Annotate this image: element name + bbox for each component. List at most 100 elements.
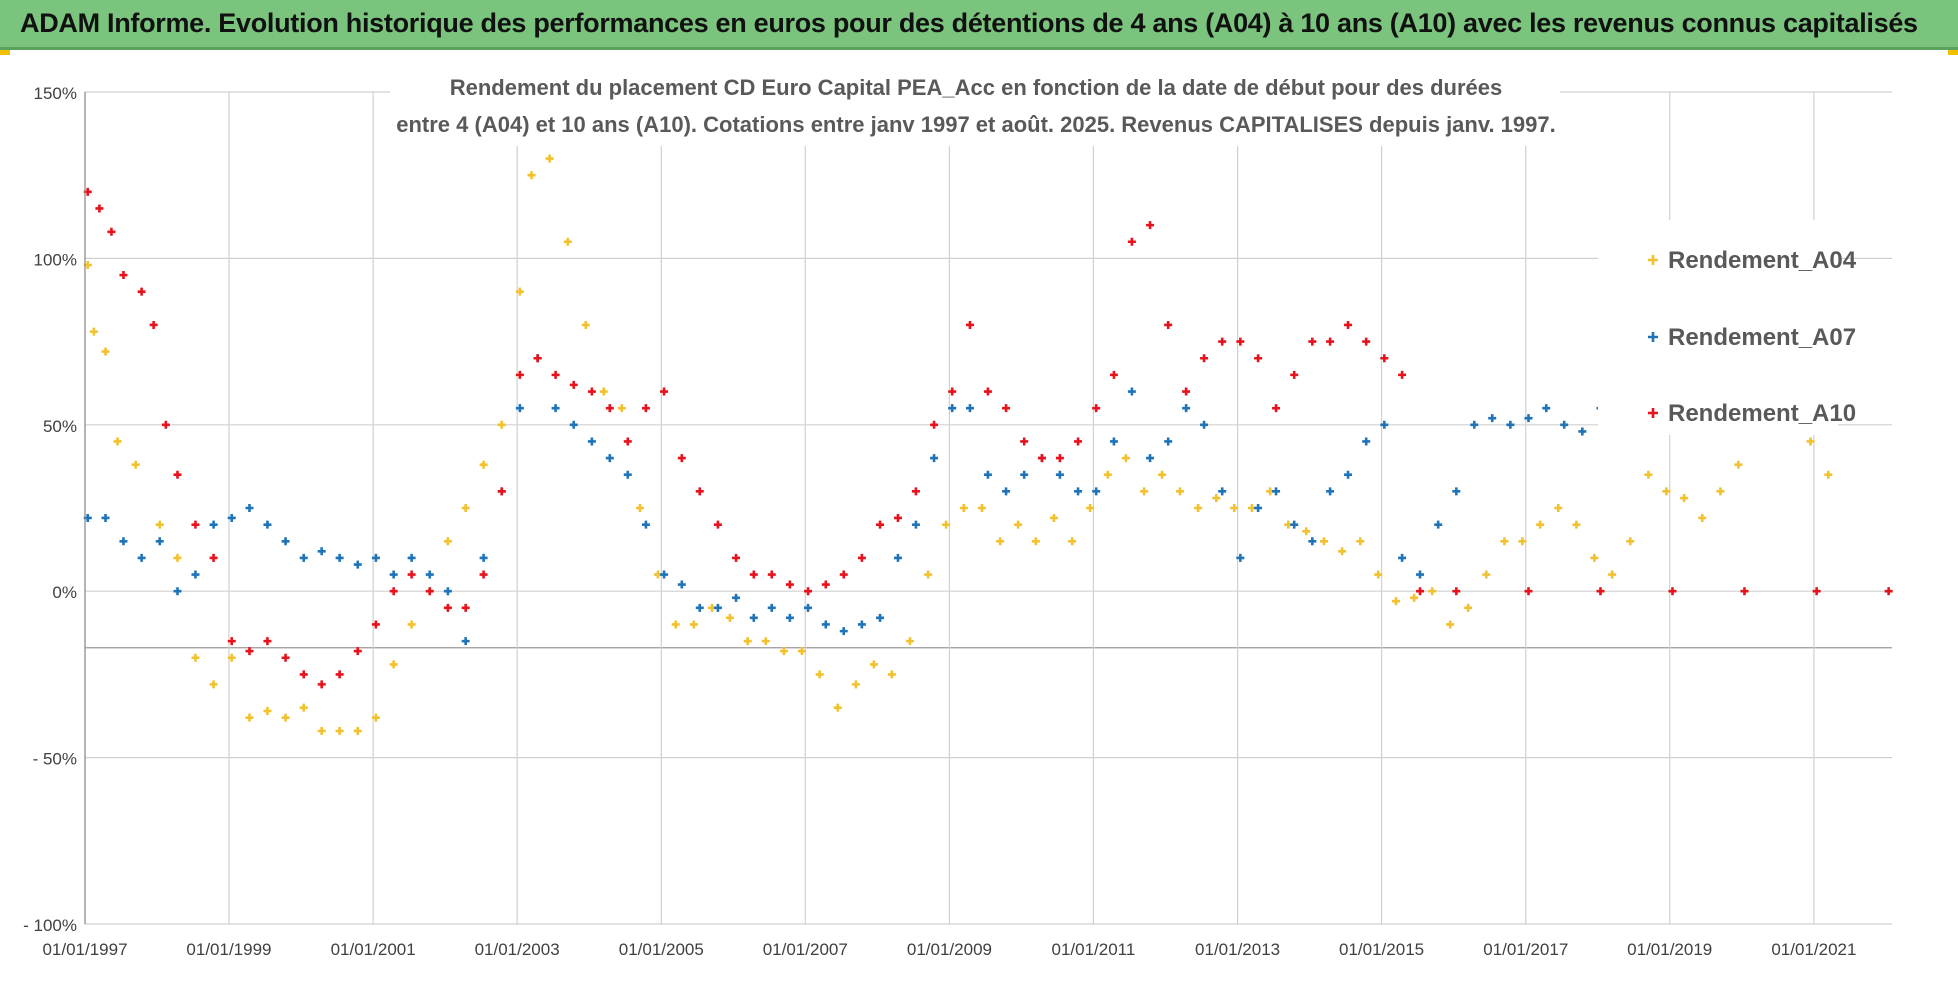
data-point [893, 553, 902, 562]
data-point [299, 553, 308, 562]
data-point [599, 387, 608, 396]
data-point [911, 487, 920, 496]
data-point [1020, 470, 1029, 479]
data-point [281, 537, 290, 546]
x-tick-label: 01/01/2011 [1052, 940, 1136, 959]
data-point [749, 570, 758, 579]
corner-marker-right [1948, 50, 1958, 55]
data-point [479, 553, 488, 562]
y-tick-label: 50% [43, 417, 77, 436]
y-tick-label: - 50% [33, 750, 77, 769]
data-point [1506, 420, 1515, 429]
data-point [767, 603, 776, 612]
data-point [443, 603, 452, 612]
data-point [942, 520, 951, 529]
data-point [1482, 570, 1491, 579]
data-point [1109, 437, 1118, 446]
data-point [1086, 504, 1095, 512]
data-point [1434, 520, 1443, 529]
legend: Rendement_A04 Rendement_A07 Rendement_A10 [1648, 247, 1857, 427]
data-point [1200, 354, 1209, 363]
data-point [173, 553, 182, 562]
data-point [1644, 470, 1653, 479]
data-point [1416, 570, 1425, 579]
data-point [1121, 454, 1130, 463]
data-point [1464, 603, 1473, 612]
data-point [335, 553, 344, 562]
data-point [948, 404, 957, 413]
data-point [317, 680, 326, 689]
x-tick-label: 01/01/2005 [619, 940, 704, 959]
x-tick-label: 01/01/2003 [475, 940, 560, 959]
corner-marker-left [0, 50, 10, 55]
data-point [893, 513, 902, 522]
data-point [281, 653, 290, 662]
data-point [545, 154, 554, 163]
data-point [1290, 370, 1299, 379]
chart-title-line2: entre 4 (A04) et 10 ans (A10). Cotations… [396, 112, 1555, 137]
scatter-chart: Rendement du placement CD Euro Capital P… [23, 62, 1893, 959]
data-point [89, 327, 98, 336]
data-point [977, 504, 986, 512]
data-point [797, 647, 806, 656]
legend-marker [1648, 332, 1658, 342]
data-point [1446, 620, 1455, 629]
data-point [695, 603, 704, 612]
data-point [1074, 487, 1083, 496]
x-tick-label: 01/01/2013 [1195, 940, 1280, 959]
data-point [1668, 587, 1677, 596]
data-point [353, 647, 362, 656]
data-point [983, 470, 992, 479]
data-point [1824, 470, 1833, 479]
data-point [371, 713, 380, 722]
data-point [1020, 437, 1029, 446]
data-point [660, 387, 669, 396]
data-point [948, 387, 957, 396]
data-point [587, 437, 596, 446]
y-tick-label: 100% [34, 250, 77, 269]
data-point [563, 237, 572, 246]
data-point [1049, 513, 1058, 522]
data-point [732, 593, 741, 602]
data-point [924, 570, 933, 579]
data-point [1608, 570, 1617, 579]
data-point [245, 713, 254, 722]
data-point [569, 420, 578, 429]
data-point [1344, 320, 1353, 329]
series-Rendement_A04 [83, 154, 1833, 735]
data-point [1740, 587, 1749, 596]
data-point [1002, 404, 1011, 413]
data-point [1002, 487, 1011, 496]
data-point [1500, 537, 1509, 546]
data-point [1452, 487, 1461, 496]
data-point [1326, 487, 1335, 496]
data-point [1338, 547, 1347, 556]
data-point [1109, 370, 1118, 379]
data-point [1542, 404, 1551, 413]
legend-label: Rendement_A04 [1668, 247, 1857, 274]
data-point [1590, 553, 1599, 562]
data-point [389, 587, 398, 596]
data-point [1391, 597, 1400, 606]
data-point [245, 504, 254, 512]
data-point [1410, 593, 1419, 602]
data-point [1308, 537, 1317, 546]
data-point [749, 613, 758, 622]
data-point [551, 404, 560, 413]
data-point [959, 504, 968, 512]
data-point [713, 520, 722, 529]
data-point [371, 553, 380, 562]
data-point [1182, 404, 1191, 413]
data-point [1572, 520, 1581, 529]
data-point [1319, 537, 1328, 546]
data-point [1092, 404, 1101, 413]
data-point [605, 454, 614, 463]
data-point [1182, 387, 1191, 396]
data-point [515, 404, 524, 413]
data-point [1103, 470, 1112, 479]
data-point [443, 587, 452, 596]
data-point [1146, 221, 1155, 230]
data-point [551, 370, 560, 379]
data-point [804, 603, 813, 612]
data-point [779, 647, 788, 656]
